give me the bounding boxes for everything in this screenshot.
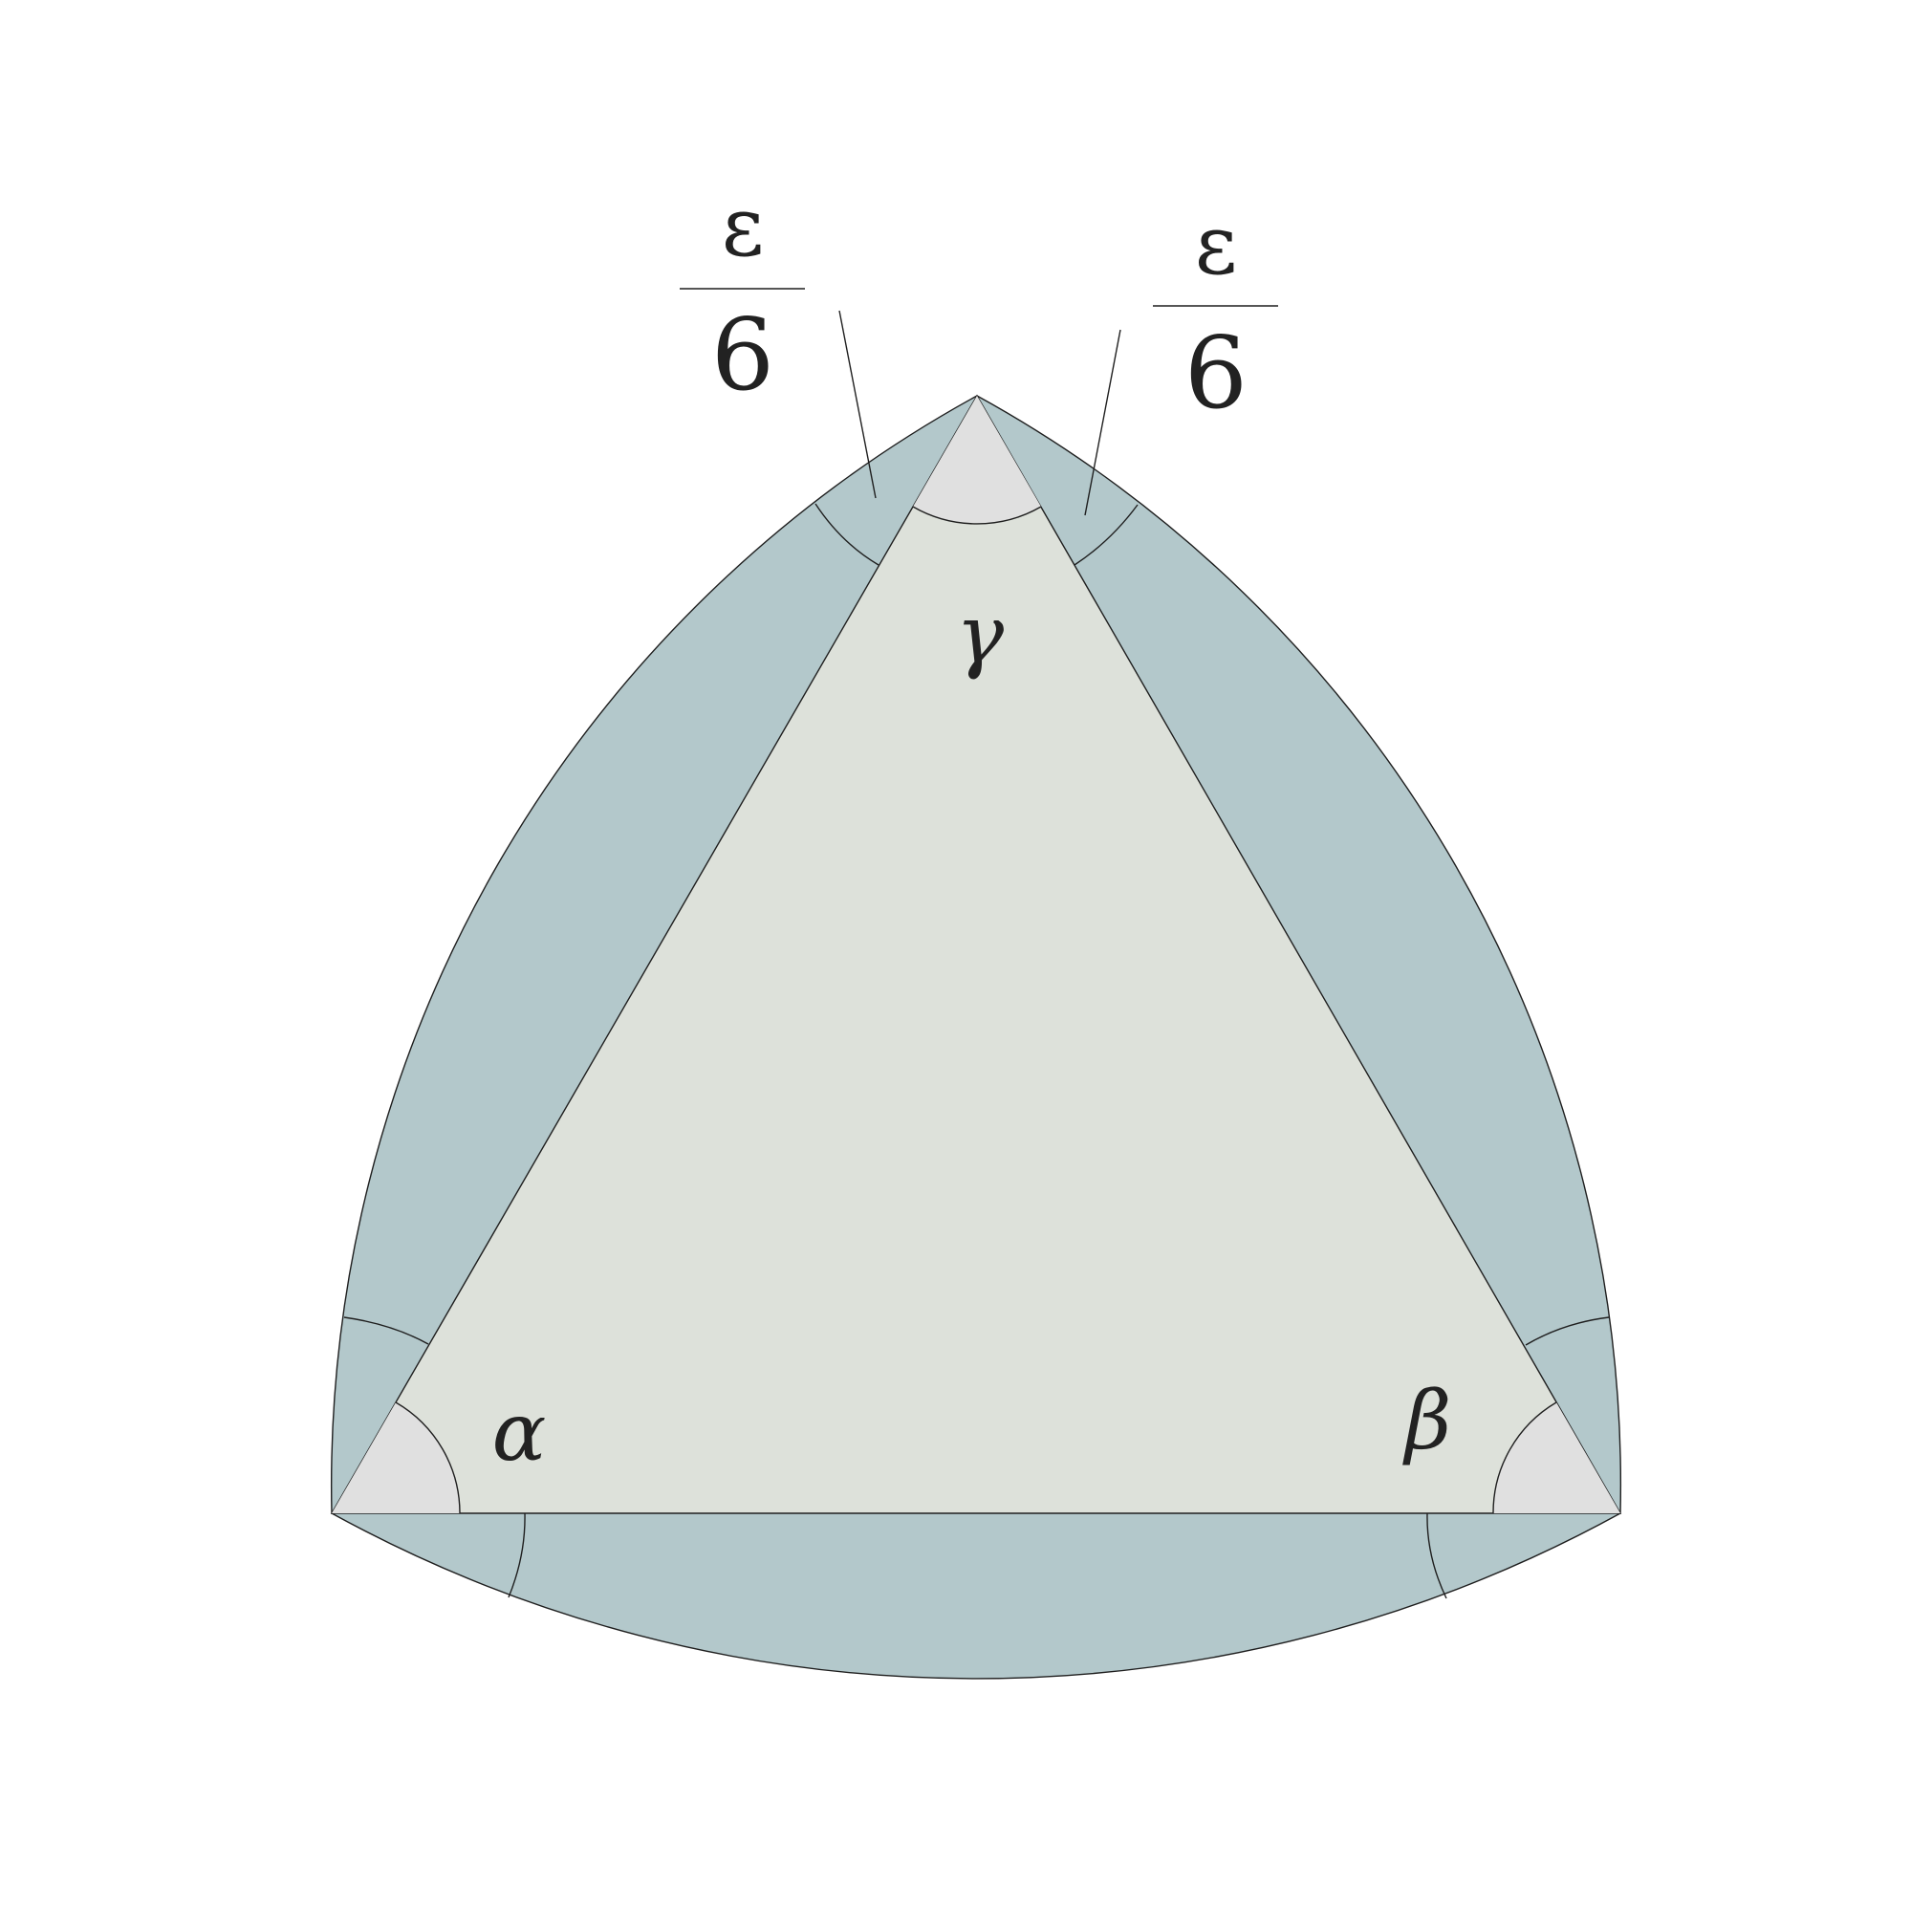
band-arc-right-upper xyxy=(1525,1316,1610,1346)
band-arc-top-right xyxy=(1074,504,1139,566)
gamma-label: γ xyxy=(956,588,1005,682)
beta-label: β xyxy=(1402,1374,1452,1467)
band-arc-top-left xyxy=(814,503,879,566)
beta-angle-sector xyxy=(1492,1402,1620,1513)
alpha-label: α xyxy=(492,1385,547,1479)
band-arc-right-lower xyxy=(1426,1512,1447,1599)
leader-line-right xyxy=(1084,329,1121,516)
leader-line-left xyxy=(838,310,877,499)
band-arc-left-lower xyxy=(508,1512,526,1598)
beta-angle-arc xyxy=(1492,1401,1557,1514)
alpha-angle-sector xyxy=(332,1402,460,1513)
band-arc-left-upper xyxy=(343,1316,429,1345)
inner-triangle xyxy=(330,394,1622,1514)
gamma-angle-sector xyxy=(913,396,1041,524)
gamma-angle-arc xyxy=(912,506,1042,525)
fraction-left-denominator: 6 xyxy=(711,296,774,413)
alpha-angle-arc xyxy=(395,1401,461,1514)
fraction-left-numerator: ε xyxy=(722,180,765,275)
fraction-left: ε 6 xyxy=(680,180,805,413)
fraction-right-denominator: 6 xyxy=(1184,315,1248,431)
fraction-right: ε 6 xyxy=(1153,198,1278,431)
fraction-right-numerator: ε xyxy=(1195,198,1238,293)
